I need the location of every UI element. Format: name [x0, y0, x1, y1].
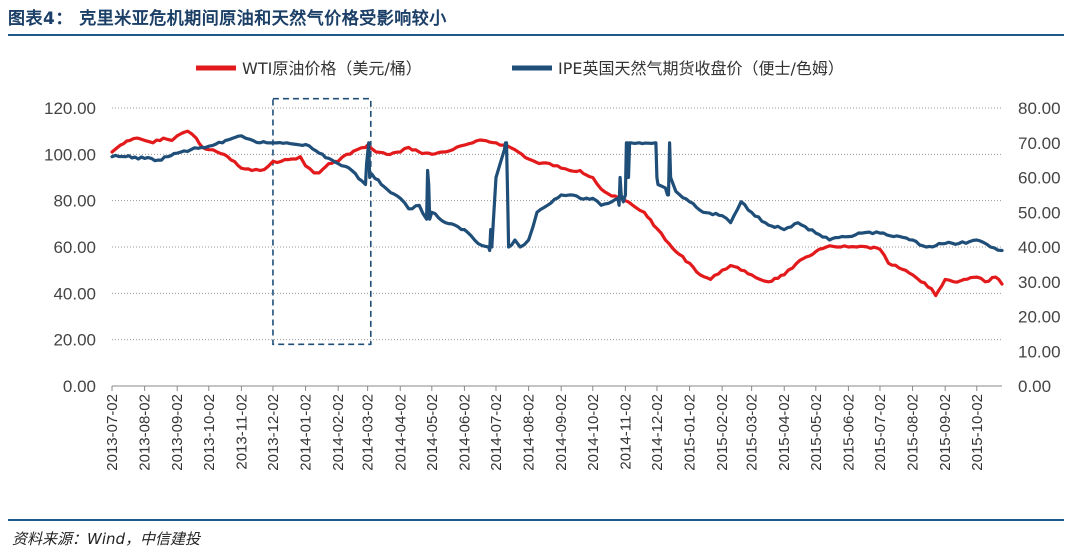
- x-tick-label: 2015-10-02: [969, 394, 986, 471]
- x-tick-label: 2013-12-02: [265, 394, 282, 471]
- x-tick-label: 2013-10-02: [201, 394, 218, 471]
- left-y-tick-label: 120.00: [44, 99, 96, 118]
- x-tick-label: 2013-08-02: [137, 394, 154, 471]
- right-y-tick-label: 30.00: [1018, 273, 1061, 292]
- series-layer: [110, 129, 1004, 298]
- source-rule: [8, 519, 1064, 521]
- x-tick-label: 2013-09-02: [169, 394, 186, 471]
- x-tick-label: 2014-01-02: [298, 394, 315, 471]
- right-y-tick-label: 50.00: [1018, 203, 1061, 222]
- crimea-crisis-highlight-box: [272, 97, 372, 346]
- title-rule: [8, 34, 1064, 36]
- right-y-tick-label: 40.00: [1018, 238, 1061, 257]
- x-tick-label: 2015-05-02: [808, 394, 825, 471]
- x-tick-label: 2015-08-02: [905, 394, 922, 471]
- left-y-tick-label: 0.00: [63, 377, 96, 396]
- x-tick-label: 2015-06-02: [840, 394, 857, 471]
- left-y-tick-label: 100.00: [44, 145, 96, 164]
- right-y-tick-label: 70.00: [1018, 134, 1061, 153]
- right-y-tick-label: 60.00: [1018, 169, 1061, 188]
- wti-series-line: [110, 129, 1004, 298]
- x-tick-label: 2014-05-02: [424, 394, 441, 471]
- source-note: 资料来源：Wind，中信建投: [12, 530, 201, 548]
- left-y-tick-label: 80.00: [53, 192, 96, 211]
- x-tick-label: 2015-01-02: [682, 394, 699, 471]
- x-tick-label: 2014-11-02: [617, 394, 634, 470]
- legend: WTI原油价格（美元/桶） IPE英国天然气期货收盘价（便士/色姆）: [196, 59, 844, 78]
- left-y-tick-label: 20.00: [53, 331, 96, 350]
- right-y-tick-label: 80.00: [1018, 99, 1061, 118]
- x-tick-label: 2015-03-02: [744, 394, 761, 471]
- x-tick-label: 2014-09-02: [553, 394, 570, 471]
- right-y-tick-label: 10.00: [1018, 342, 1061, 361]
- x-tick-label: 2014-06-02: [456, 394, 473, 471]
- ipe-series-line: [110, 134, 1004, 253]
- x-tick-label: 2014-02-02: [330, 394, 347, 471]
- right-y-tick-label: 0.00: [1018, 377, 1051, 396]
- x-tick-label: 2014-04-02: [392, 394, 409, 471]
- x-tick-label: 2014-10-02: [585, 394, 602, 471]
- x-tick-label: 2014-03-02: [360, 394, 377, 471]
- x-tick-label: 2014-08-02: [521, 394, 538, 471]
- x-tick-label: 2013-11-02: [233, 394, 250, 470]
- x-tick-label: 2015-02-02: [714, 394, 731, 471]
- legend-label-wti: WTI原油价格（美元/桶）: [242, 59, 422, 78]
- left-y-tick-label: 60.00: [53, 238, 96, 257]
- gridlines: [112, 107, 1002, 341]
- x-tick-label: 2014-12-02: [649, 394, 666, 471]
- x-tick-label: 2013-07-02: [104, 394, 121, 471]
- right-y-axis: 0.00 10.00 20.00 30.00 40.00 50.00 60.00 70.00 8…: [1018, 99, 1061, 396]
- right-y-tick-label: 20.00: [1018, 308, 1061, 327]
- figure-title: 图表4： 克里米亚危机期间原油和天然气价格受影响较小: [8, 9, 447, 29]
- x-tick-label: 2015-04-02: [776, 394, 793, 471]
- legend-label-ipe: IPE英国天然气期货收盘价（便士/色姆）: [558, 59, 844, 78]
- chart: WTI原油价格（美元/桶） IPE英国天然气期货收盘价（便士/色姆） 0.00 2…: [44, 59, 1061, 471]
- x-tick-label: 2015-09-02: [937, 394, 954, 471]
- left-y-tick-label: 40.00: [53, 284, 96, 303]
- x-tick-label: 2015-07-02: [872, 394, 889, 471]
- x-tick-label: 2014-07-02: [488, 394, 505, 471]
- left-y-axis: 0.00 20.00 40.00 60.00 80.00 100.00 120.00: [44, 99, 96, 396]
- x-axis: 2013-07-02 2013-08-02 2013-09-02 2013-10-02…: [104, 385, 1002, 471]
